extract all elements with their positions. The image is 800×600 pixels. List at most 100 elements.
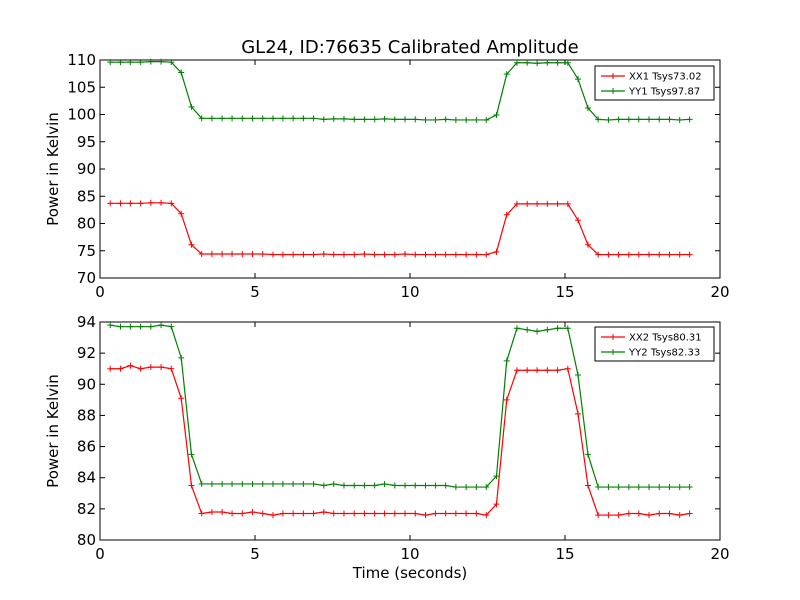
data-point <box>686 251 693 258</box>
data-point <box>290 251 297 258</box>
data-point <box>463 116 470 123</box>
data-point <box>524 326 531 333</box>
data-point <box>564 59 571 66</box>
data-point <box>513 200 520 207</box>
data-point <box>127 200 134 207</box>
data-point <box>615 484 622 491</box>
data-point <box>188 241 195 248</box>
data-point <box>534 367 541 374</box>
data-point <box>432 116 439 123</box>
data-point <box>412 510 419 517</box>
data-point <box>208 251 215 258</box>
data-point <box>147 58 154 65</box>
data-point <box>402 116 409 123</box>
data-point <box>625 116 632 123</box>
data-point <box>107 322 114 329</box>
data-point <box>564 200 571 207</box>
data-point <box>300 251 307 258</box>
data-point <box>635 484 642 491</box>
data-point <box>402 510 409 517</box>
data-point <box>168 59 175 66</box>
data-point <box>269 115 276 122</box>
data-point <box>208 115 215 122</box>
data-point <box>646 512 653 519</box>
data-point <box>107 200 114 207</box>
data-point <box>412 482 419 489</box>
x-tick-label: 5 <box>250 283 260 301</box>
data-point <box>351 116 358 123</box>
data-point <box>473 484 480 491</box>
data-point <box>188 103 195 110</box>
data-point <box>452 484 459 491</box>
data-point <box>279 480 286 487</box>
data-point <box>442 510 449 517</box>
data-point <box>595 484 602 491</box>
x-tick-label: 10 <box>400 545 419 563</box>
data-point <box>239 510 246 517</box>
data-point <box>168 323 175 330</box>
data-point <box>442 116 449 123</box>
x-tick-label: 10 <box>400 283 419 301</box>
data-point <box>442 482 449 489</box>
data-point <box>625 251 632 258</box>
data-point <box>463 251 470 258</box>
data-point <box>249 508 256 515</box>
data-point <box>452 510 459 517</box>
data-point <box>300 480 307 487</box>
data-point <box>239 251 246 258</box>
data-point <box>351 510 358 517</box>
data-point <box>239 480 246 487</box>
data-point <box>371 510 378 517</box>
x-tick-label: 20 <box>710 283 729 301</box>
data-point <box>534 328 541 335</box>
data-point <box>198 115 205 122</box>
y-tick-label: 80 <box>77 215 96 233</box>
y-tick-label: 82 <box>77 500 96 518</box>
top-subplot: 0 5 10 15 20 70 75 80 85 90 95 100 105 110 Power in Ke… <box>44 51 730 301</box>
data-point <box>584 241 591 248</box>
data-point <box>473 116 480 123</box>
data-point <box>635 510 642 517</box>
data-point <box>676 512 683 519</box>
y-tick-label: 86 <box>77 438 96 456</box>
data-point <box>402 482 409 489</box>
legend-box <box>594 326 715 362</box>
y-tick-label: 85 <box>77 187 96 205</box>
data-point <box>473 251 480 258</box>
data-point <box>137 200 144 207</box>
data-point <box>300 510 307 517</box>
x-tick-label: 5 <box>250 545 260 563</box>
data-point <box>361 482 368 489</box>
data-point <box>127 59 134 66</box>
y-tick-label: 95 <box>77 133 96 151</box>
data-point <box>432 482 439 489</box>
data-point <box>615 512 622 519</box>
data-point <box>330 480 337 487</box>
data-point <box>503 71 510 78</box>
data-point <box>330 510 337 517</box>
data-point <box>544 59 551 66</box>
data-point <box>584 451 591 458</box>
data-point <box>361 116 368 123</box>
y-tick-label: 70 <box>77 269 96 287</box>
data-point <box>422 482 429 489</box>
data-point <box>412 116 419 123</box>
data-point <box>635 116 642 123</box>
data-point <box>534 60 541 67</box>
data-point <box>635 251 642 258</box>
x-axis-label: Time (seconds) <box>352 564 468 582</box>
data-point <box>656 484 663 491</box>
data-point <box>554 367 561 374</box>
data-point <box>259 115 266 122</box>
data-point <box>391 251 398 258</box>
data-point <box>534 200 541 207</box>
data-point <box>442 251 449 258</box>
data-point <box>493 112 500 119</box>
y-tick-label: 92 <box>77 344 96 362</box>
data-point <box>381 510 388 517</box>
data-point <box>198 510 205 517</box>
data-point <box>615 116 622 123</box>
data-point <box>229 251 236 258</box>
data-point <box>219 480 226 487</box>
data-point <box>625 484 632 491</box>
